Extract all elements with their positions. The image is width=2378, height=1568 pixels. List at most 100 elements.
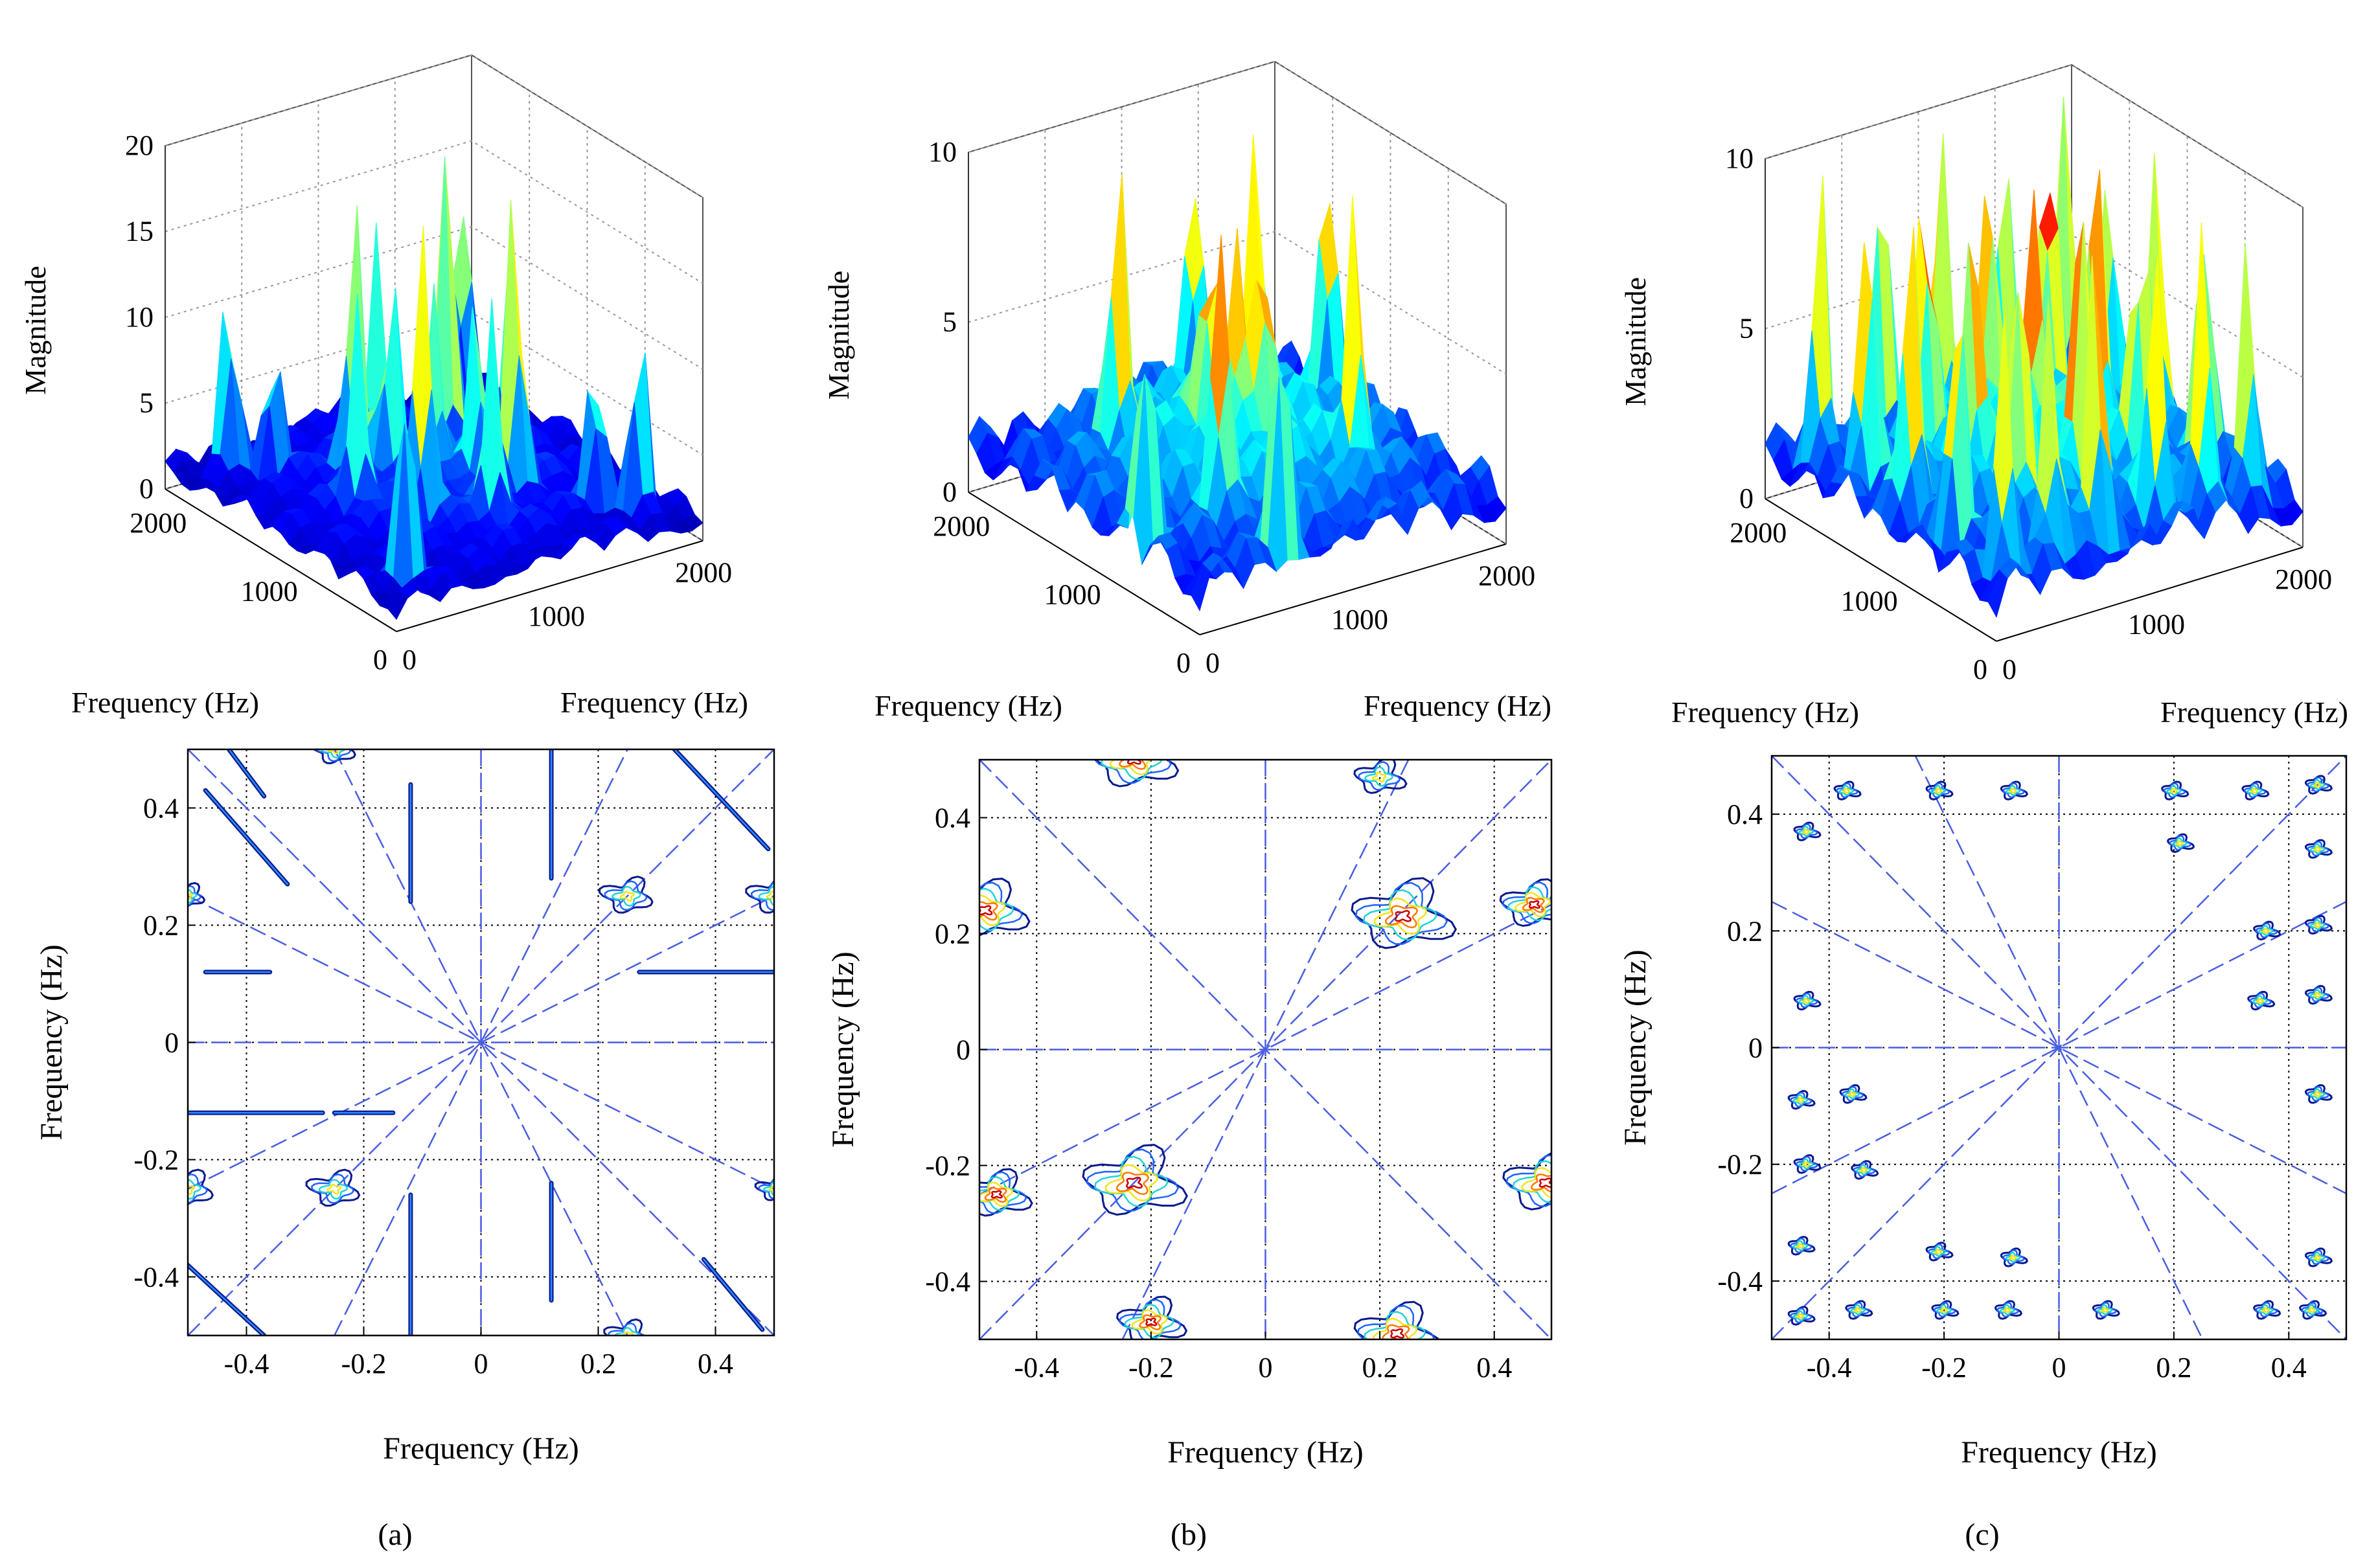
contour-level xyxy=(1939,1307,1949,1313)
z-tick-label: 10 xyxy=(125,301,154,333)
contour-level xyxy=(1115,1172,1150,1196)
y-axis-line xyxy=(165,488,397,632)
reference-line xyxy=(979,903,1551,1196)
contour-blob xyxy=(1793,821,1822,841)
contour-level xyxy=(326,1184,342,1195)
contour-level xyxy=(2258,1304,2274,1315)
contour-level xyxy=(1796,1313,1805,1319)
z-axis-label: Magnitude xyxy=(822,271,855,400)
contour-level xyxy=(1934,1248,1943,1255)
y-tick-label: 2000 xyxy=(130,507,187,539)
contour-level xyxy=(188,1173,208,1204)
z-tick-label: 5 xyxy=(139,387,154,419)
contour-level xyxy=(315,749,351,762)
reference-line xyxy=(1914,756,2204,1339)
contour-level xyxy=(1798,995,1814,1006)
y-tick-label: -0.4 xyxy=(1717,1266,1763,1297)
contour-level xyxy=(1792,1094,1809,1106)
caption-label-a: (a) xyxy=(378,1517,412,1552)
contour-level xyxy=(188,885,201,906)
contour-panel-b: -0.4 -0.2 0 0.2 0.4 -0.4 -0.2 0 0.2 0.4 Frequency … xyxy=(826,758,1553,1470)
contour-level xyxy=(1853,1307,1862,1313)
y-tick-label: 0 xyxy=(1748,1032,1763,1064)
z-gridline xyxy=(1765,63,2304,208)
contour-level xyxy=(619,891,635,902)
contour-level xyxy=(1838,785,1855,796)
z-tick-label: 5 xyxy=(943,306,957,338)
x-tick-label: 1000 xyxy=(1331,604,1388,635)
contour-blob xyxy=(2161,780,2189,801)
surface-mesh xyxy=(968,135,1507,612)
contour-streak-core xyxy=(204,790,289,885)
x-tick-label: 0.2 xyxy=(1362,1352,1398,1383)
x-axis-label: Frequency (Hz) xyxy=(1167,1435,1364,1470)
y-tick-label: 0.2 xyxy=(935,918,970,950)
y-tick-label: 2000 xyxy=(933,510,990,542)
contour-blob xyxy=(1353,1301,1440,1339)
contour-level xyxy=(2309,989,2326,1001)
z-tick-label: 10 xyxy=(1725,142,1754,174)
y-tick-label: -0.4 xyxy=(925,1266,970,1298)
y-tick-label: 0 xyxy=(373,644,387,676)
plot-area xyxy=(1772,756,2346,1339)
plot-area xyxy=(188,749,774,1335)
contour-blob xyxy=(2304,984,2333,1005)
contour-level xyxy=(2008,1254,2017,1261)
contour-blob xyxy=(2092,1300,2120,1320)
contour-level xyxy=(1100,760,1163,780)
surface-patch xyxy=(1987,569,2008,619)
contour-level xyxy=(1531,1173,1551,1193)
caption-label-b: (b) xyxy=(1171,1517,1207,1552)
reference-line xyxy=(1772,901,2346,1194)
contour-level xyxy=(1999,1304,2015,1315)
reference-line xyxy=(188,749,774,1335)
contour-level xyxy=(2250,788,2259,794)
contour-level xyxy=(2258,925,2274,936)
contour-level xyxy=(1126,760,1142,765)
contour-level xyxy=(1109,760,1152,776)
contour-level xyxy=(1373,1317,1418,1339)
y-tick-label: -0.4 xyxy=(133,1262,179,1293)
contour-blob xyxy=(2253,1300,2281,1320)
contour-level xyxy=(1358,761,1401,791)
contour-level xyxy=(188,889,198,903)
contour-blob xyxy=(1845,1300,1873,1320)
contour-blob xyxy=(603,1318,646,1335)
contour-level xyxy=(2261,1307,2270,1313)
contour-level xyxy=(979,901,998,921)
contour-level xyxy=(1796,1242,1805,1249)
contour-level xyxy=(2247,785,2263,796)
reference-line xyxy=(1772,756,2346,1339)
contour-level xyxy=(758,1179,774,1199)
contour-level xyxy=(603,1318,646,1335)
x-axis-label: Frequency (Hz) xyxy=(1364,689,1551,722)
contour-blob xyxy=(1931,1300,1960,1320)
contour-level xyxy=(188,1184,196,1195)
y-axis-label: Frequency (Hz) xyxy=(875,689,1062,722)
y-axis-label: Frequency (Hz) xyxy=(71,686,259,719)
contour-level xyxy=(1801,828,1811,835)
contour-level xyxy=(188,1179,201,1200)
contour-blob xyxy=(1351,877,1458,949)
x-tick-label: 0 xyxy=(2002,653,2017,685)
z-tick-label: 20 xyxy=(125,130,154,161)
contour-level xyxy=(750,881,774,911)
y-axis-line xyxy=(968,492,1200,635)
contour-level xyxy=(1119,760,1147,770)
contour-level xyxy=(2166,785,2182,796)
contour-level xyxy=(188,881,206,907)
contour-blob xyxy=(2304,775,2333,795)
contour-blob xyxy=(1851,1160,1879,1180)
contour-blob xyxy=(2299,1300,2327,1320)
y-tick-label: 1000 xyxy=(1044,578,1101,610)
surface-panel-a: 05101520010002000010002000MagnitudeFrequ… xyxy=(19,54,748,719)
z-axis-label: Magnitude xyxy=(19,266,52,394)
contour-level xyxy=(768,1185,774,1193)
contour-level xyxy=(599,875,654,914)
contour-level xyxy=(1505,1154,1551,1207)
contour-level xyxy=(2307,1307,2316,1313)
x-axis-line xyxy=(1996,547,2304,642)
contour-blob xyxy=(1925,1242,1954,1262)
contour-level xyxy=(621,1331,634,1335)
contour-level xyxy=(1796,1096,1805,1104)
